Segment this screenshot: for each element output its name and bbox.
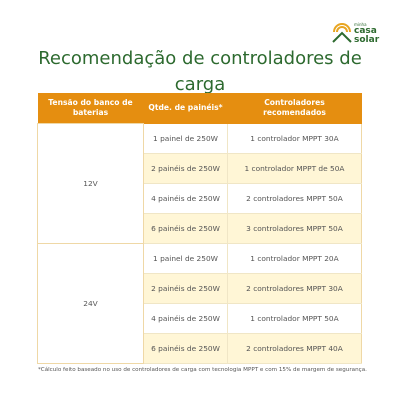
recommendation-table: Tensão do banco de baterias Qtde. de pai…: [37, 93, 362, 364]
panels-cell: 6 painéis de 250W: [143, 333, 228, 364]
table-row: 6 painéis de 250W 2 controladores MPPT 4…: [38, 333, 362, 364]
table-row: 12V 1 painel de 250W 1 controlador MPPT …: [37, 123, 362, 244]
panels-cell: 4 painéis de 250W: [143, 303, 228, 334]
panels-cell: 1 painel de 250W: [143, 242, 228, 274]
controllers-cell: 2 controladores MPPT 40A: [227, 333, 362, 364]
table-row: 2 painéis de 250W 1 controlador MPPT de …: [38, 153, 362, 184]
table-row: 4 painéis de 250W 1 controlador MPPT 50A: [38, 303, 362, 334]
controllers-cell: 2 controladores MPPT 30A: [227, 273, 362, 304]
controllers-cell: 3 controladores MPPT 50A: [227, 213, 362, 244]
footnote: *Cálculo feito baseado no uso de control…: [38, 367, 367, 373]
voltage-cell: 24V: [37, 242, 144, 364]
table-row: 24V 1 painel de 250W 1 controlador MPPT …: [37, 242, 362, 364]
table-row: 4 painéis de 250W 2 controladores MPPT 5…: [38, 183, 362, 214]
brand-line-2: casa: [354, 26, 377, 36]
controllers-cell: 1 controlador MPPT 20A: [227, 242, 362, 274]
table-row: 6 painéis de 250W 3 controladores MPPT 5…: [38, 213, 362, 244]
controllers-cell: 2 controladores MPPT 50A: [227, 183, 362, 214]
controllers-cell: 1 controlador MPPT de 50A: [227, 153, 362, 184]
panels-cell: 2 painéis de 250W: [143, 153, 228, 184]
header-recommended-controllers: Controladores recomendados: [227, 93, 362, 124]
brand-logo: minha casa solar: [332, 22, 388, 48]
brand-line-3: solar: [354, 35, 380, 45]
brand-line-1: minha: [354, 22, 367, 27]
header-panel-quantity: Qtde. de painéis*: [143, 93, 228, 124]
voltage-cell: 12V: [37, 123, 144, 244]
controllers-cell: 1 controlador MPPT 50A: [227, 303, 362, 334]
controllers-cell: 1 controlador MPPT 30A: [227, 123, 362, 154]
page-title: Recomendação de controladores de carga: [38, 48, 362, 95]
panels-cell: 1 painel de 250W: [143, 123, 228, 154]
panels-cell: 4 painéis de 250W: [143, 183, 228, 214]
panels-cell: 2 painéis de 250W: [143, 273, 228, 304]
panels-cell: 6 painéis de 250W: [143, 213, 228, 244]
sun-house-icon: [332, 23, 352, 43]
table-row: 2 painéis de 250W 2 controladores MPPT 3…: [38, 273, 362, 304]
header-battery-voltage: Tensão do banco de baterias: [37, 93, 144, 124]
table-header-row: Tensão do banco de baterias Qtde. de pai…: [37, 93, 362, 124]
